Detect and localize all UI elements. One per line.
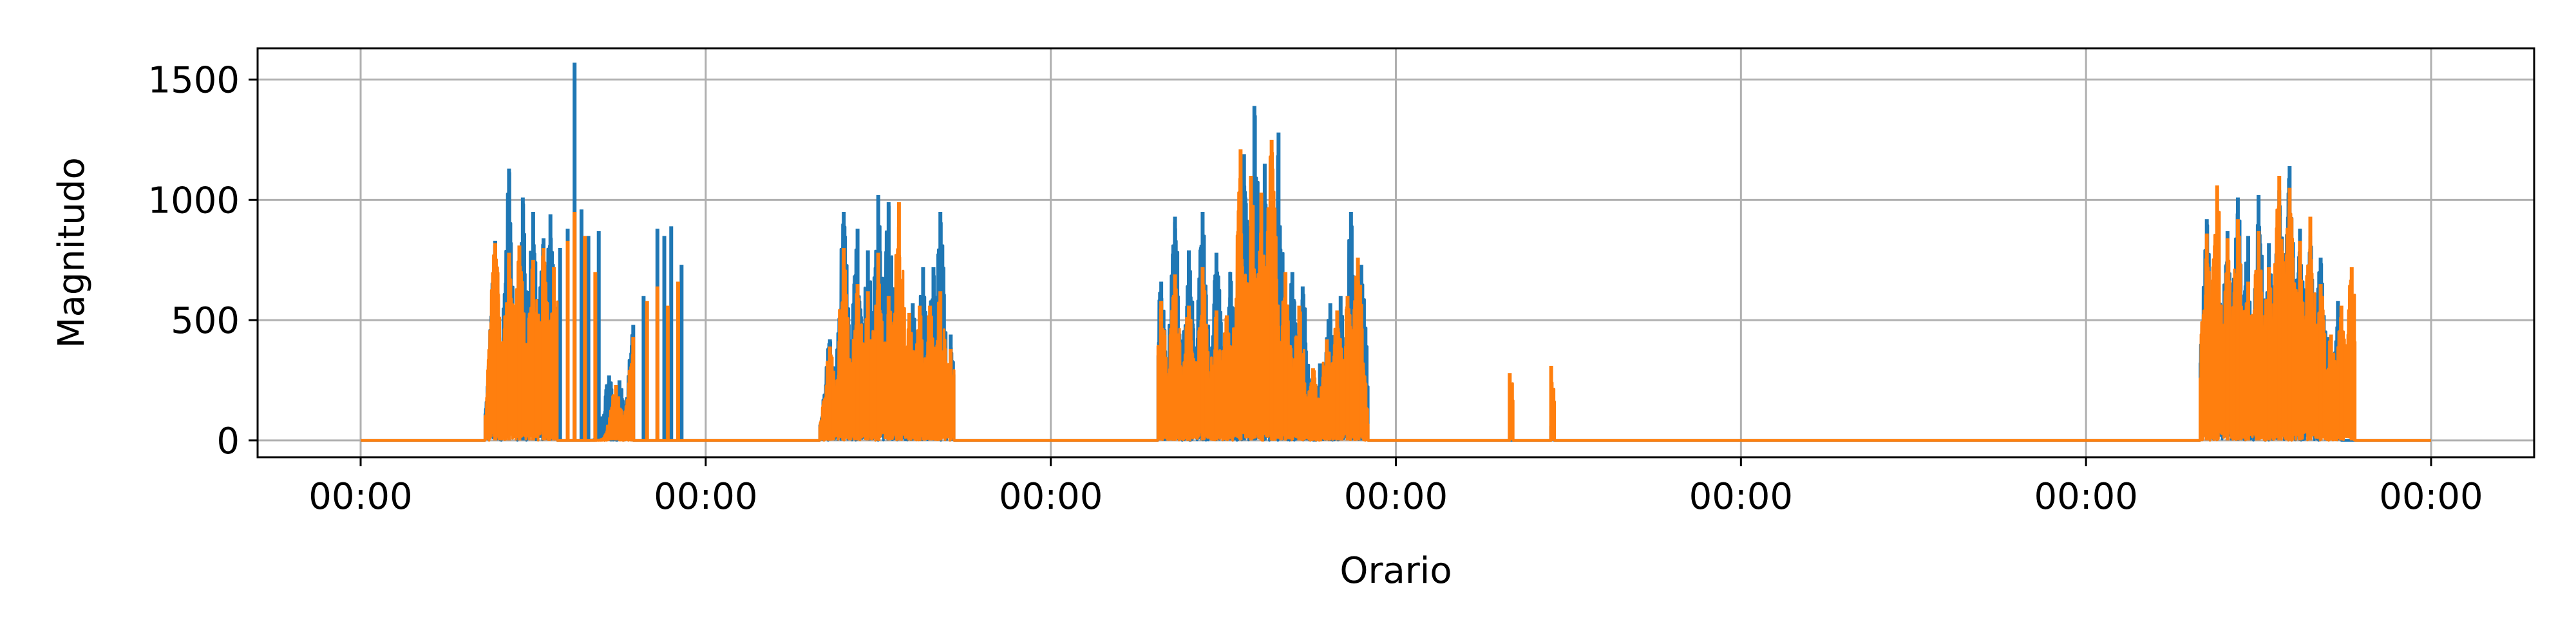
x-ticks: 00:00 00:00 00:00 00:00 00:00 00:00 00:00 xyxy=(308,457,2483,518)
x-tick-label: 00:00 xyxy=(654,476,757,518)
x-tick-label: 00:00 xyxy=(2379,476,2483,518)
x-tick-label: 00:00 xyxy=(308,476,412,518)
series-layer xyxy=(361,62,2431,442)
x-axis-title: Orario xyxy=(1340,550,1452,592)
y-axis-title: Magnitudo xyxy=(51,157,93,348)
x-tick-label: 00:00 xyxy=(1689,476,1793,518)
y-ticks: 0 500 1000 1500 xyxy=(147,60,258,462)
y-tick-label: 500 xyxy=(171,300,240,342)
x-tick-label: 00:00 xyxy=(2034,476,2137,518)
x-tick-label: 00:00 xyxy=(1344,476,1448,518)
series-2 xyxy=(361,139,2431,442)
y-tick-label: 0 xyxy=(216,421,240,462)
y-tick-label: 1500 xyxy=(147,60,240,102)
y-tick-label: 1000 xyxy=(147,180,240,222)
x-tick-label: 00:00 xyxy=(999,476,1103,518)
